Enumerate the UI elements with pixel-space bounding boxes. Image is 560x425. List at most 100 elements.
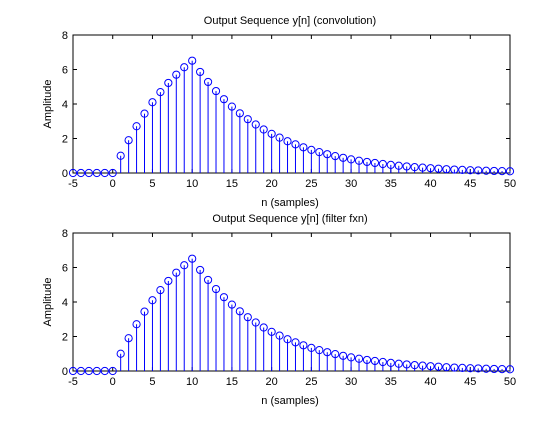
stem-marker (180, 63, 189, 72)
stem-marker (299, 143, 308, 152)
stem-marker (116, 349, 125, 358)
x-tick-label: 15 (226, 178, 238, 190)
y-tick-label: 2 (62, 134, 68, 146)
stem-marker (418, 163, 427, 172)
stem-marker (386, 160, 395, 169)
stem-marker (108, 366, 117, 376)
stem-marker (267, 129, 276, 138)
stem-marker (474, 364, 483, 373)
axis-ticks (72, 34, 511, 174)
stem-marker (291, 140, 300, 149)
stem-marker (219, 95, 229, 104)
stem-marker (219, 293, 229, 302)
stem-marker (370, 356, 380, 366)
x-tick-label: 35 (385, 178, 397, 190)
stem-marker (402, 360, 411, 369)
axes-box (72, 232, 511, 372)
x-tick-label: 5 (149, 178, 155, 190)
stem-marker (442, 165, 451, 174)
stem-marker (339, 153, 348, 162)
stem-marker (482, 364, 491, 373)
stem-marker (267, 327, 276, 336)
y-axis-label: Amplitude (42, 278, 54, 327)
x-tick-label: 20 (266, 376, 278, 388)
stem-marker (458, 165, 467, 174)
stem-marker (307, 343, 316, 352)
stem-marker (108, 168, 117, 178)
stem-marker (442, 363, 451, 372)
x-tick-label: -5 (68, 376, 78, 388)
x-tick-label: 50 (504, 178, 516, 190)
stem-marker (92, 168, 101, 178)
stem-marker (505, 167, 515, 176)
stem-marker (211, 86, 221, 96)
stem-marker (323, 150, 332, 159)
stem-marks (68, 254, 515, 376)
stem-marker (140, 307, 149, 316)
y-tick-label: 6 (62, 263, 68, 275)
stem-marker (164, 276, 173, 286)
stem-marker (235, 307, 244, 316)
stem-marker (283, 137, 292, 146)
stem-marker (227, 102, 237, 111)
stem-marker (84, 168, 93, 178)
y-tick-label: 0 (62, 366, 68, 378)
stem-marker (370, 158, 380, 168)
stem-marker (84, 366, 93, 376)
stem-marker (172, 268, 181, 277)
x-axis-label: n (samples) (261, 197, 318, 209)
x-tick-label: 45 (464, 376, 476, 388)
stem-marker (482, 166, 491, 175)
stem-marker (315, 148, 324, 157)
stem-marker (426, 362, 435, 371)
stem-marker (124, 334, 133, 343)
stem-marker (307, 145, 316, 154)
stem-marker (402, 162, 411, 171)
stem-marker (188, 254, 197, 263)
x-tick-label: -5 (68, 178, 78, 190)
stem-marker (100, 366, 109, 376)
x-tick-label: 10 (186, 178, 198, 190)
stem-marker (434, 164, 443, 173)
stem-marker (299, 341, 308, 350)
stem-marker (418, 361, 427, 370)
x-tick-label: 10 (186, 376, 198, 388)
stem-marker (378, 357, 387, 367)
stem-marker (362, 355, 372, 365)
stem-marker (275, 331, 284, 340)
stem-marker (203, 77, 213, 87)
stem-marker (275, 133, 284, 142)
stem-marker (148, 98, 157, 107)
stem-marker (450, 165, 459, 174)
stem-marker (339, 351, 348, 360)
stem-marker (68, 168, 78, 178)
stem-marker (450, 363, 459, 372)
axis-ticks (72, 232, 511, 372)
stem-marker (68, 366, 78, 376)
stem-marker (243, 115, 252, 124)
x-tick-label: 20 (266, 178, 278, 190)
stem-marker (346, 353, 356, 362)
y-tick-label: 8 (62, 30, 68, 42)
y-tick-label: 6 (62, 65, 68, 77)
x-axis-label: n (samples) (261, 395, 318, 407)
stem-marker (490, 166, 499, 176)
stem-marker (283, 335, 292, 344)
x-tick-label: 30 (345, 178, 357, 190)
axes-box (72, 34, 511, 174)
stem-marker (211, 284, 221, 294)
plot-title: Output Sequence y[n] (convolution) (204, 15, 376, 27)
stem-marker (426, 164, 435, 173)
stem-marker (259, 125, 268, 134)
stem-marker (490, 364, 499, 374)
stem-marker (410, 163, 419, 172)
stem-marker (378, 159, 387, 169)
stem-marker (76, 366, 86, 376)
x-tick-label: 5 (149, 376, 155, 388)
stem-marker (331, 151, 340, 161)
y-tick-label: 0 (62, 168, 68, 180)
